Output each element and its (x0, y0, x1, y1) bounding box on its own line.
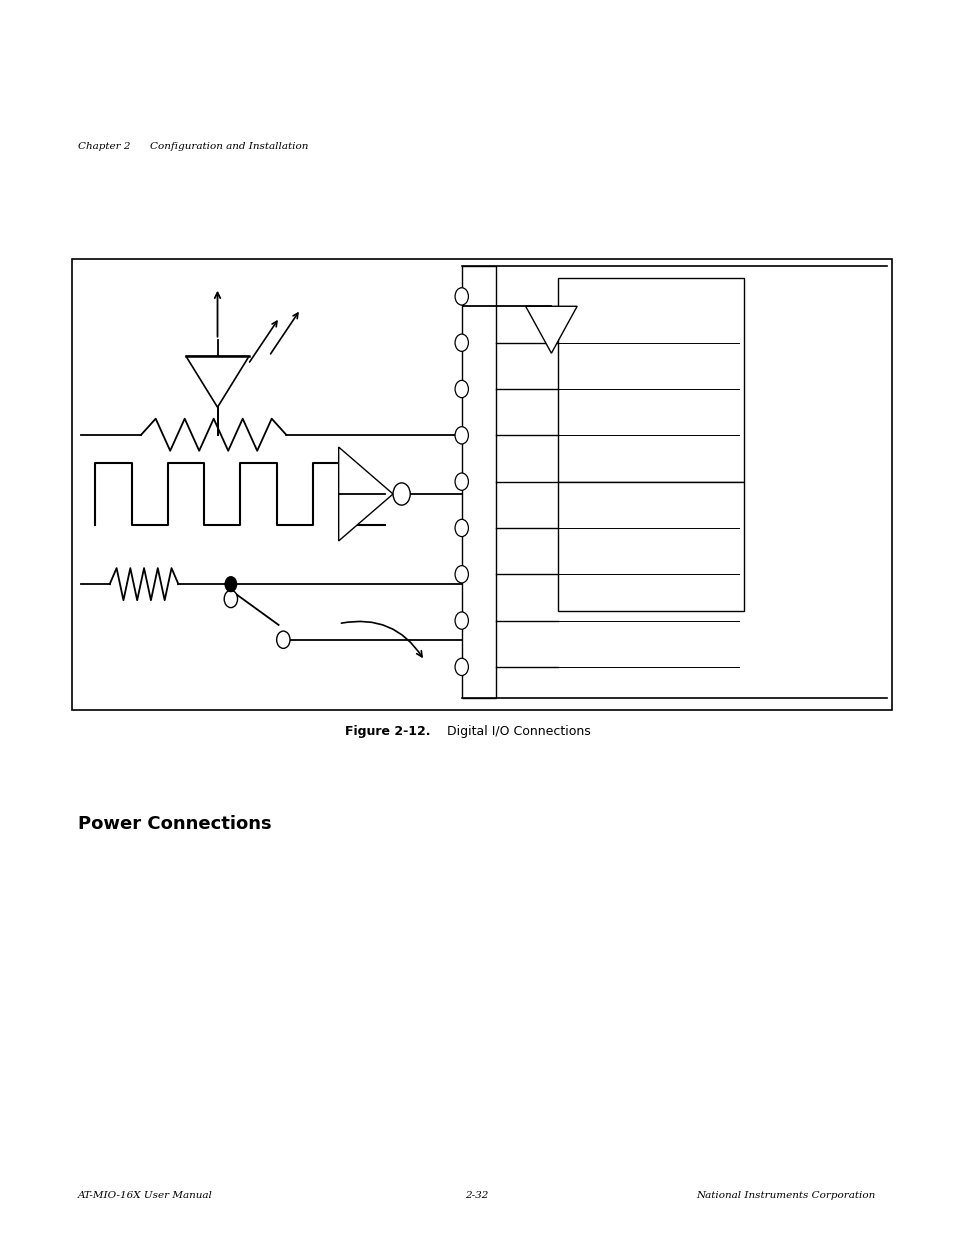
Bar (461, 266, 496, 698)
Bar (71, 259, 891, 710)
Polygon shape (338, 447, 393, 541)
Text: Chapter 2      Configuration and Installation: Chapter 2 Configuration and Installation (78, 142, 308, 151)
Circle shape (393, 483, 410, 505)
Text: AT-MIO-16X User Manual: AT-MIO-16X User Manual (78, 1192, 213, 1200)
Circle shape (455, 288, 468, 305)
Circle shape (455, 566, 468, 583)
Circle shape (455, 658, 468, 676)
Circle shape (455, 335, 468, 351)
Bar (558, 482, 743, 611)
Circle shape (225, 577, 236, 592)
Text: 2-32: 2-32 (465, 1192, 488, 1200)
Circle shape (224, 590, 237, 608)
Circle shape (455, 519, 468, 536)
Bar (558, 278, 743, 482)
Circle shape (455, 427, 468, 445)
Text: Digital I/O Connections: Digital I/O Connections (438, 725, 590, 739)
Text: National Instruments Corporation: National Instruments Corporation (696, 1192, 875, 1200)
Circle shape (455, 473, 468, 490)
Circle shape (276, 631, 290, 648)
Text: Figure 2-12.: Figure 2-12. (345, 725, 431, 739)
Polygon shape (525, 306, 577, 353)
Circle shape (455, 380, 468, 398)
Circle shape (455, 613, 468, 630)
Polygon shape (186, 357, 249, 408)
Text: Power Connections: Power Connections (78, 815, 272, 834)
